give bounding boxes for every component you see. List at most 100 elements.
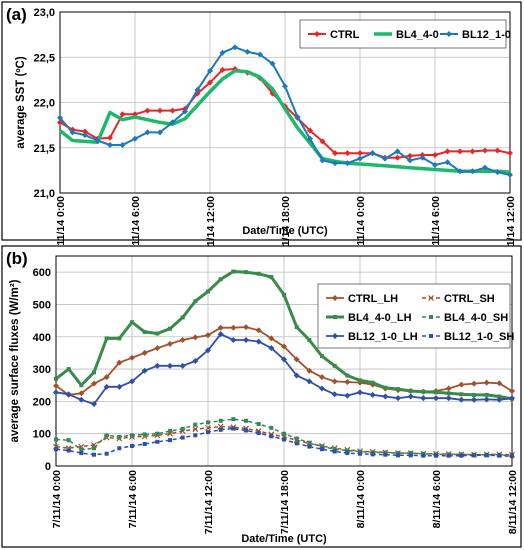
data-point [445,395,452,402]
data-point [293,372,300,379]
data-point [420,395,427,402]
data-point [444,159,451,166]
data-point [116,383,123,390]
y-tick-label: 100 [33,429,51,441]
data-point [157,107,163,114]
data-point [217,324,224,331]
legend-entry: BL4_4-0_SH [444,312,508,324]
data-point [494,147,501,154]
data-point [66,438,71,443]
plot-area [55,255,513,467]
data-point [53,389,59,396]
data-point [394,154,401,161]
data-point [408,453,413,458]
data-point [496,380,503,387]
data-point [194,86,201,93]
data-point [444,148,451,155]
data-point [54,376,58,381]
data-point [103,383,110,390]
data-point [497,394,502,399]
data-point [206,420,210,425]
data-point [507,150,513,157]
data-point [192,334,199,341]
data-point [79,447,84,452]
data-point [218,418,223,423]
data-point [142,432,147,437]
x-tick-label: 8/11/14 12:00 [505,196,517,260]
data-point [218,277,223,282]
data-point [307,440,312,445]
y-tick-label: 500 [33,299,51,311]
data-point [168,326,172,331]
data-point [66,367,71,372]
data-point [395,395,401,402]
data-point [332,160,338,167]
data-point [205,332,211,339]
data-point [130,320,134,325]
data-point [433,395,439,402]
panel-a: (a) 21,0 21,5 22,0 22,5 23,0 7/11/14 0:00 7/11/… [1,1,522,260]
y-tick-label: 21,0 [34,188,55,200]
series-BL4_4-0_LH [54,269,514,401]
data-point [407,157,413,164]
data-point [243,337,249,343]
data-point [244,418,248,423]
x-tick-label: 7/11/14 0:00 [55,196,67,255]
data-point [457,168,463,175]
data-point [369,391,376,398]
x-tick-label: 8/11/14 6:00 [431,470,443,529]
data-point [182,108,188,115]
data-point [79,451,84,456]
data-point [257,51,263,58]
data-point [103,374,110,381]
data-point [459,392,464,397]
data-point [358,451,362,456]
data-point [53,382,59,389]
data-point [69,129,76,136]
data-point [269,60,276,67]
data-point [332,449,337,454]
data-point [169,107,176,114]
x-tick-label: 8/11/14 6:00 [430,196,442,255]
plot-area [59,11,511,194]
data-point [107,134,113,141]
data-point [218,427,223,432]
series-line [58,69,511,174]
y-tick-label: 22,5 [34,52,55,64]
data-point [383,450,388,455]
data-point [509,395,515,402]
data-point [294,441,299,446]
legend-entry: BL4_4-0_LH [348,312,412,324]
data-point [117,336,122,341]
data-point [104,433,109,438]
data-point [104,336,109,341]
data-point [407,152,413,159]
data-point [107,142,113,149]
data-point [92,370,96,375]
data-point [457,148,463,155]
data-point [421,453,426,458]
data-point [407,393,414,400]
data-point [307,127,313,134]
data-point [192,358,199,364]
data-point [319,385,325,392]
data-point [332,363,337,368]
data-point [496,396,503,403]
data-point [282,437,286,442]
data-point [119,111,126,118]
data-point [434,453,438,458]
legend-marker [446,31,452,37]
legend-marker [429,315,433,319]
data-point [344,379,351,385]
data-point [104,451,109,456]
data-point [382,393,389,400]
data-point [306,378,313,385]
data-point [154,362,161,369]
data-point [268,335,275,342]
y-tick-label: 23,0 [34,7,55,19]
x-tick-label: 7/11/14 18:00 [279,470,291,534]
data-point [82,132,88,139]
data-point [319,157,326,164]
legend-marker [429,334,433,338]
data-point [130,433,134,438]
